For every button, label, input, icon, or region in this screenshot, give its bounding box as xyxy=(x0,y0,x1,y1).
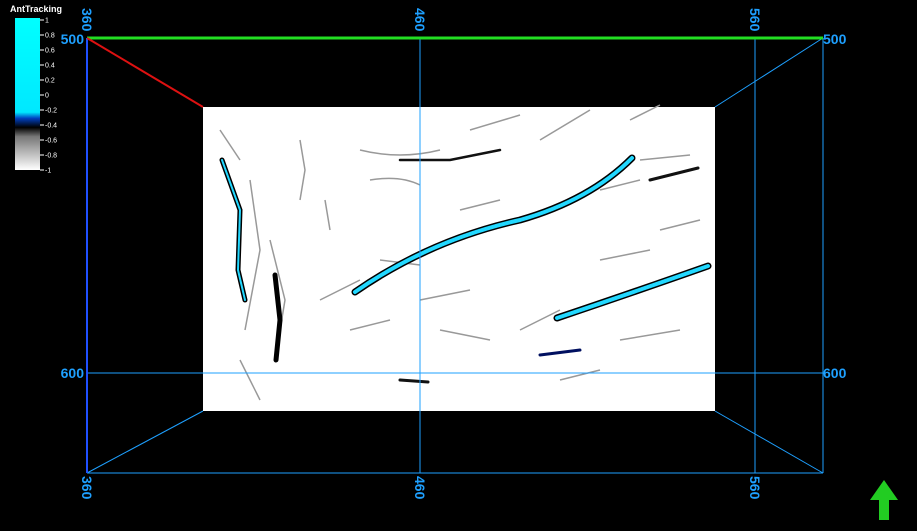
axis-label-top: 360 xyxy=(79,8,95,32)
colorbar-label: 0.6 xyxy=(45,48,55,55)
slice xyxy=(203,107,715,411)
colorbar-label: 0.8 xyxy=(45,33,55,40)
colorbar-label: 0.2 xyxy=(45,78,55,85)
axis-label-bottom: 360 xyxy=(79,476,95,500)
colorbar-label: 0.4 xyxy=(45,63,55,70)
axis-label-top: 560 xyxy=(747,8,763,32)
axis-label-left: 500 xyxy=(61,31,85,47)
colorbar-label: -0.6 xyxy=(45,138,57,145)
colorbar-title: AntTracking xyxy=(10,4,62,14)
axis-label-bottom: 560 xyxy=(747,476,763,500)
axis-label-left: 600 xyxy=(61,365,85,381)
colorbar-label: 0 xyxy=(45,93,49,100)
colorbar-label: -0.2 xyxy=(45,108,57,115)
colorbar-label: 1 xyxy=(45,18,49,25)
colorbar-label: -0.4 xyxy=(45,123,57,130)
axis-label-bottom: 460 xyxy=(412,476,428,500)
page: AntTracking 1 0.8 0.6 0.4 0.2 0 -0.2 -0.4 -0.6 -0… xyxy=(0,0,917,531)
viewer: AntTracking 1 0.8 0.6 0.4 0.2 0 -0.2 -0.4 -0.6 -0… xyxy=(0,0,917,531)
axis-label-right: 500 xyxy=(823,31,847,47)
axis-label-top: 460 xyxy=(412,8,428,32)
colorbar xyxy=(15,18,40,170)
colorbar-label: -0.8 xyxy=(45,153,57,160)
colorbar-label: -1 xyxy=(45,168,51,175)
axis-label-right: 600 xyxy=(823,365,847,381)
